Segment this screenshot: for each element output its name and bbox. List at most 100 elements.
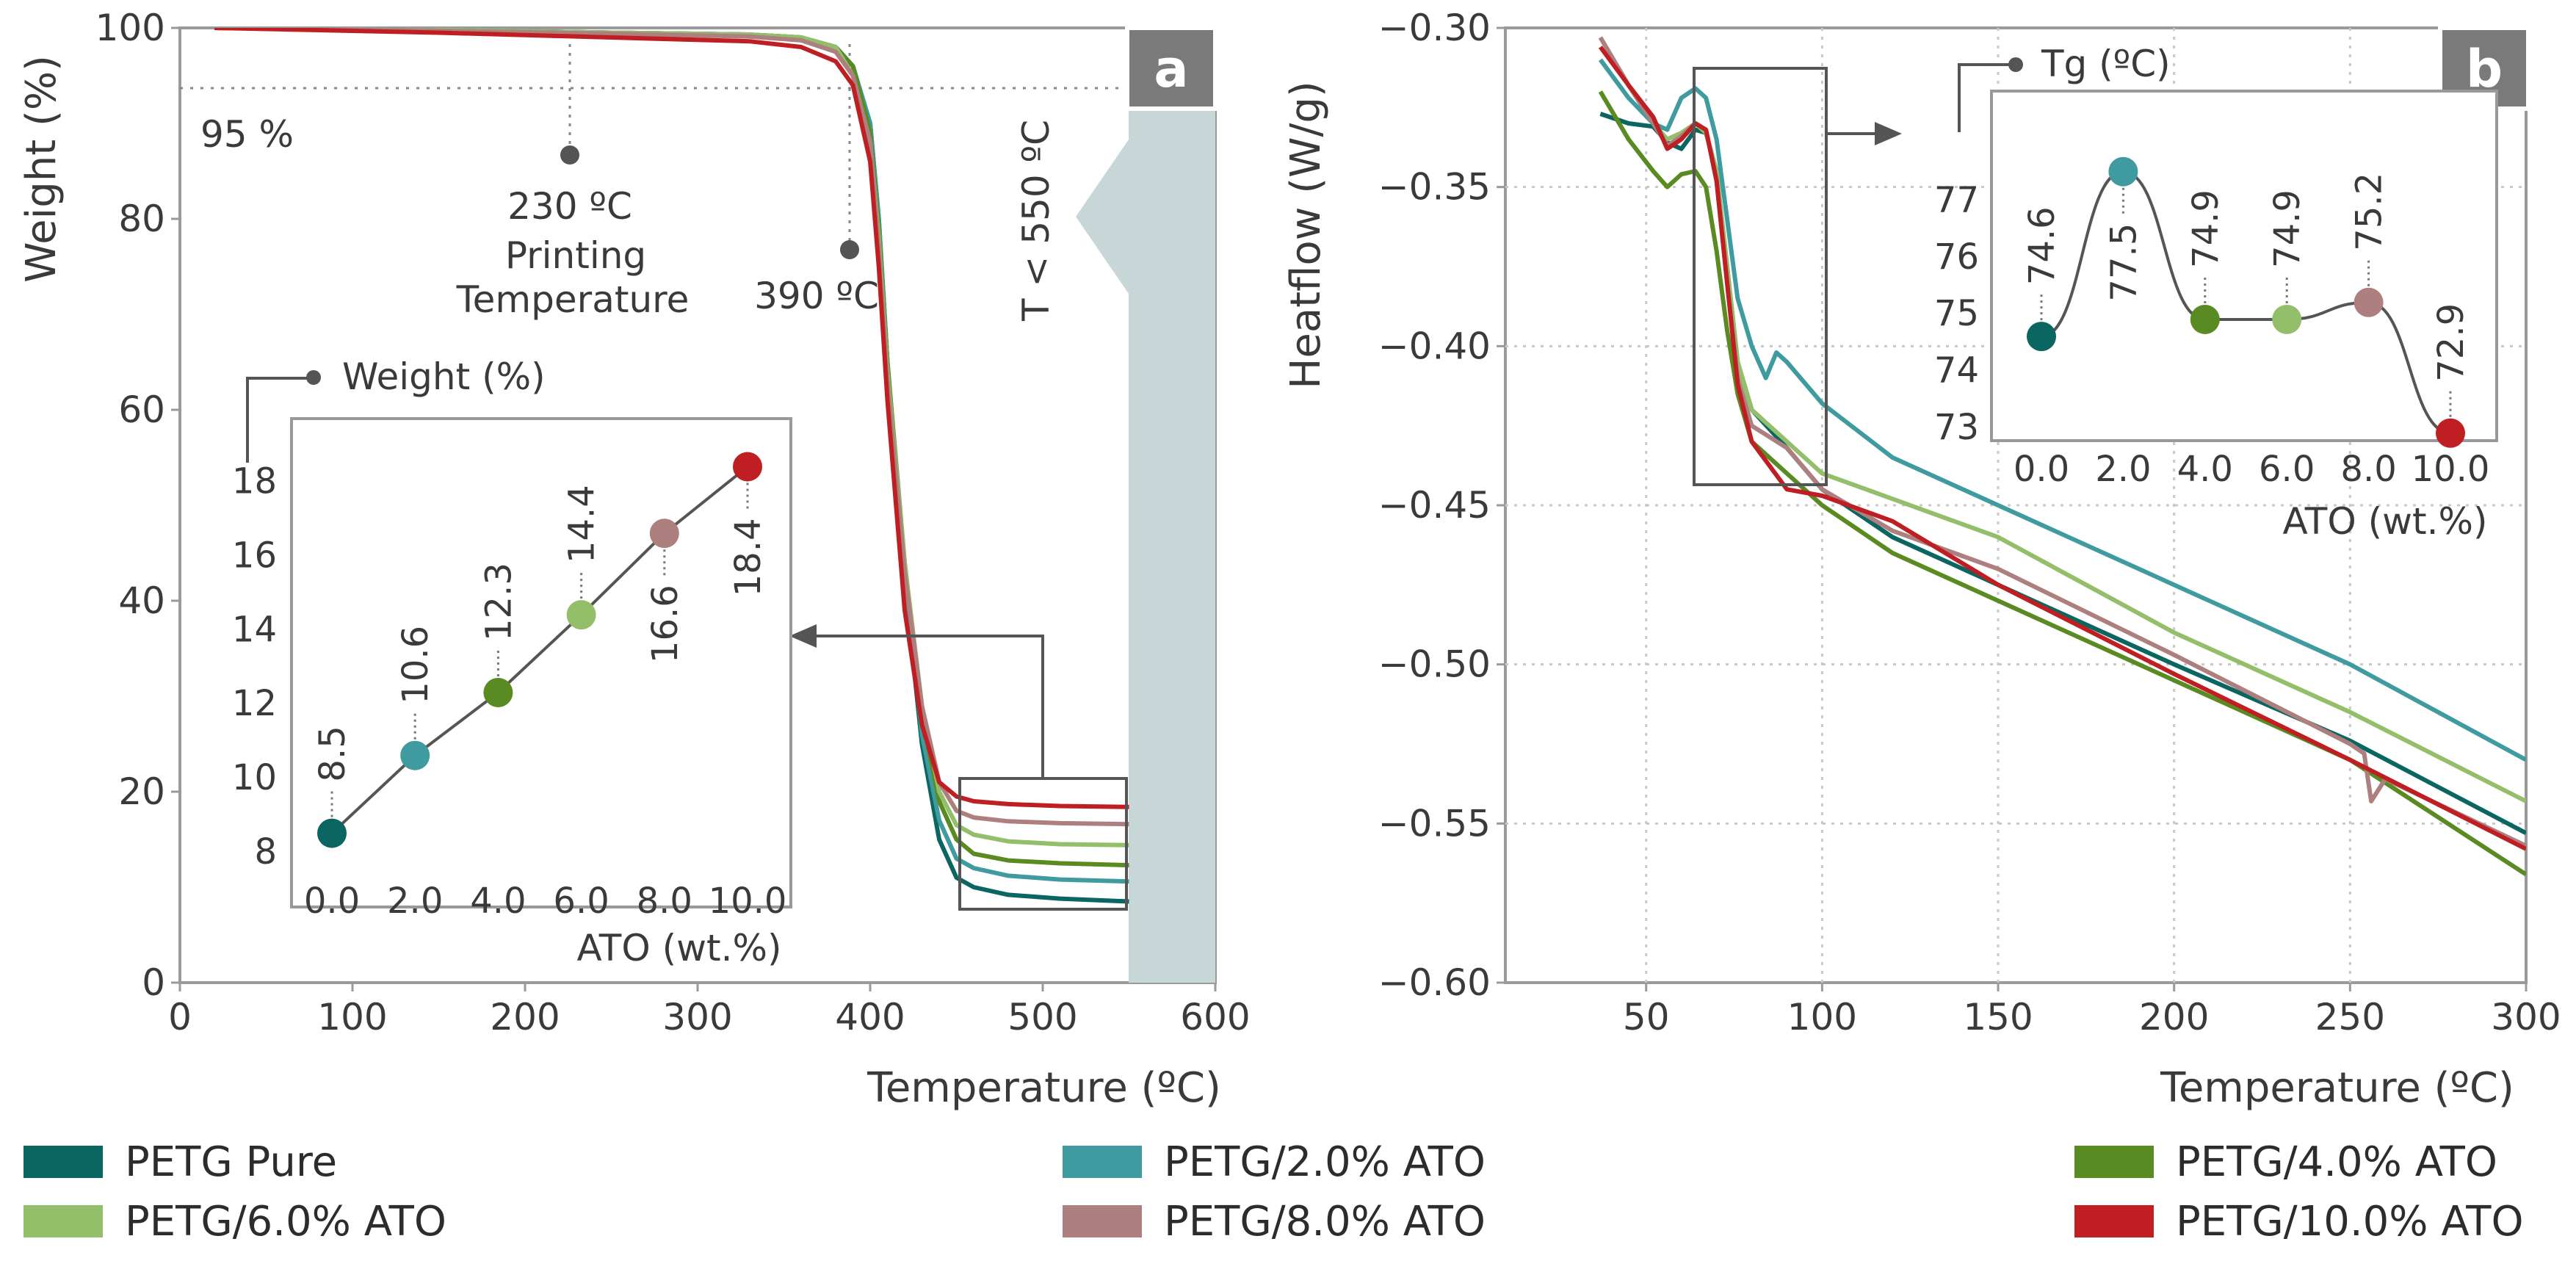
y-tick-label: 60	[118, 389, 165, 431]
inset-a-x-tick-label: 4.0	[470, 881, 526, 922]
legend-item-petg-pure: PETG Pure	[23, 1136, 337, 1188]
panel-a-temperature-label: Temperature	[456, 278, 690, 321]
panel-a-zoom-arrow	[815, 635, 1044, 778]
inset-b-frame	[1990, 90, 2498, 442]
panel-b-zoom-arrowhead	[1875, 122, 1902, 145]
inset-b-xlabel: ATO (wt.%)	[2282, 500, 2487, 543]
y-tick-label: 40	[118, 579, 165, 622]
inset-b-title-bracket	[1958, 63, 2014, 132]
legend-label: PETG/8.0% ATO	[1164, 1197, 1486, 1246]
x-tick-label: 400	[835, 996, 905, 1038]
inset-a-marks: 8.5 10.6 12.3 14.4 16.6 18.4	[312, 452, 769, 848]
tga-line-petg-10-0-ato	[214, 28, 1129, 809]
y-tick-label: −0.60	[1378, 961, 1491, 1004]
panel-b-xlabel: Temperature (ºC)	[2160, 1064, 2514, 1112]
y-tick-label: −0.35	[1378, 166, 1491, 209]
inset-b-x-tick-label: 0.0	[2014, 449, 2069, 490]
inset-a-point	[566, 600, 596, 630]
x-tick-label: 100	[1787, 996, 1857, 1038]
inset-b-data-label: 74.9	[2185, 189, 2226, 268]
panel-b-axes: 50 100 150 200 250 300 −0.60 −0.55 −0.50 −0.45 −0.…	[1378, 7, 2561, 1038]
inset-b-data-label: 75.2	[2349, 173, 2390, 251]
x-tick-label: 150	[1963, 996, 2033, 1038]
legend-label: PETG/4.0% ATO	[2176, 1138, 2497, 1186]
inset-b-title: Tg (ºC)	[2041, 43, 2171, 85]
x-tick-label: 600	[1180, 996, 1250, 1038]
x-tick-label: 50	[1623, 996, 1670, 1038]
inset-a-point	[733, 452, 762, 482]
inset-a-trend-line	[330, 465, 749, 835]
inset-b-x-tick-label: 6.0	[2259, 449, 2315, 490]
x-tick-label: 200	[2139, 996, 2209, 1038]
panel-a-390-label: 390 ºC	[754, 275, 879, 317]
panel-a-230-marker	[560, 145, 579, 165]
inset-b-x-tick-label: 2.0	[2095, 449, 2151, 490]
inset-b-x-tick-label: 10.0	[2412, 449, 2490, 490]
inset-a-x-tick-label: 0.0	[304, 881, 360, 922]
legend-swatch	[2074, 1146, 2154, 1178]
legend-swatch	[2074, 1205, 2154, 1237]
inset-a-y-tick-label: 8	[254, 831, 277, 872]
y-tick-label: 20	[118, 770, 165, 813]
inset-b-x-tick-label: 8.0	[2340, 449, 2396, 490]
y-tick-label: 0	[142, 961, 165, 1004]
dsc-line-petg-2-0-ato	[1598, 58, 2526, 762]
inset-a-x-tick-label: 8.0	[637, 881, 692, 922]
inset-a-point	[483, 678, 513, 707]
panel-a-230-label: 230 ºC	[507, 185, 632, 228]
panel-a-95-label: 95 %	[200, 113, 294, 156]
dsc-line-petg-4-0-ato	[1598, 90, 2526, 877]
legend-swatch	[1063, 1205, 1142, 1237]
panel-b-badge-text: b	[2466, 39, 2503, 99]
inset-a-data-label: 12.3	[478, 563, 519, 641]
inset-a-data-label: 14.4	[562, 485, 603, 563]
y-tick-label: 100	[95, 7, 165, 49]
panel-b-ylabel: Heatflow (W/g)	[1282, 81, 1330, 389]
inset-b-point	[2272, 304, 2302, 334]
inset-b-y-tick-label: 74	[1934, 350, 1979, 391]
panel-b-zoom-box	[1693, 67, 1828, 486]
x-tick-label: 500	[1007, 996, 1077, 1038]
inset-a-x-tick-label: 2.0	[387, 881, 443, 922]
inset-b-y-tick-label: 76	[1934, 236, 1979, 278]
y-tick-label: −0.45	[1378, 484, 1491, 527]
figure: T < 550 ºC 95 % 230 ºC Printing Temperat…	[18, 7, 2561, 1112]
inset-b-data-label: 72.9	[2431, 303, 2472, 382]
inset-a-point	[317, 818, 347, 848]
legend-item-petg-2: PETG/2.0% ATO	[1063, 1136, 1486, 1188]
legend-label: PETG/6.0% ATO	[125, 1197, 446, 1246]
dsc-line-petg-10-0-ato	[1598, 46, 2526, 851]
panel-a-printing-label: Printing	[505, 234, 646, 277]
inset-b-point	[2190, 304, 2220, 334]
panel-a-390-marker	[840, 240, 859, 259]
panel-b: 50 100 150 200 250 300 −0.60 −0.55 −0.50 −0.45 −0.…	[1282, 7, 2561, 1112]
inset-a-data-label: 10.6	[395, 626, 436, 704]
panel-a-zoom-arrowhead	[789, 624, 817, 648]
inset-a-title-marker	[306, 370, 321, 385]
y-tick-label: −0.50	[1378, 643, 1491, 686]
x-tick-label: 200	[490, 996, 560, 1038]
x-tick-label: 300	[662, 996, 732, 1038]
dsc-line-petg-8-0-ato	[1598, 36, 2526, 848]
y-tick-label: 80	[118, 198, 165, 240]
panel-a-badge-text: a	[1154, 39, 1188, 99]
y-tick-label: −0.30	[1378, 7, 1491, 49]
panel-a-xlabel: Temperature (ºC)	[866, 1064, 1221, 1112]
inset-a-data-label: 8.5	[312, 726, 353, 781]
inset-a-point	[400, 740, 430, 770]
x-tick-label: 250	[2315, 996, 2385, 1038]
inset-b-x-tick-label: 4.0	[2177, 449, 2233, 490]
inset-b-y-tick-label: 73	[1934, 407, 1979, 448]
legend-swatch	[23, 1205, 103, 1237]
panel-a-axes: 0 100 200 300 400 500 600 0 20 40 60 80 100	[95, 7, 1251, 1038]
inset-a-data-label: 18.4	[728, 518, 769, 596]
panel-a-series	[214, 28, 1129, 904]
panel-a-shade-label: T < 550 ºC	[1015, 120, 1057, 322]
inset-a-title-bracket	[246, 377, 312, 463]
legend-item-petg-4: PETG/4.0% ATO	[2074, 1136, 2497, 1188]
inset-a-x-tick-label: 10.0	[709, 881, 787, 922]
legend-label: PETG/2.0% ATO	[1164, 1138, 1486, 1186]
panel-a-ylabel: Weight (%)	[18, 55, 65, 283]
legend-swatch	[23, 1146, 103, 1178]
inset-b-y-tick-label: 75	[1934, 293, 1979, 334]
